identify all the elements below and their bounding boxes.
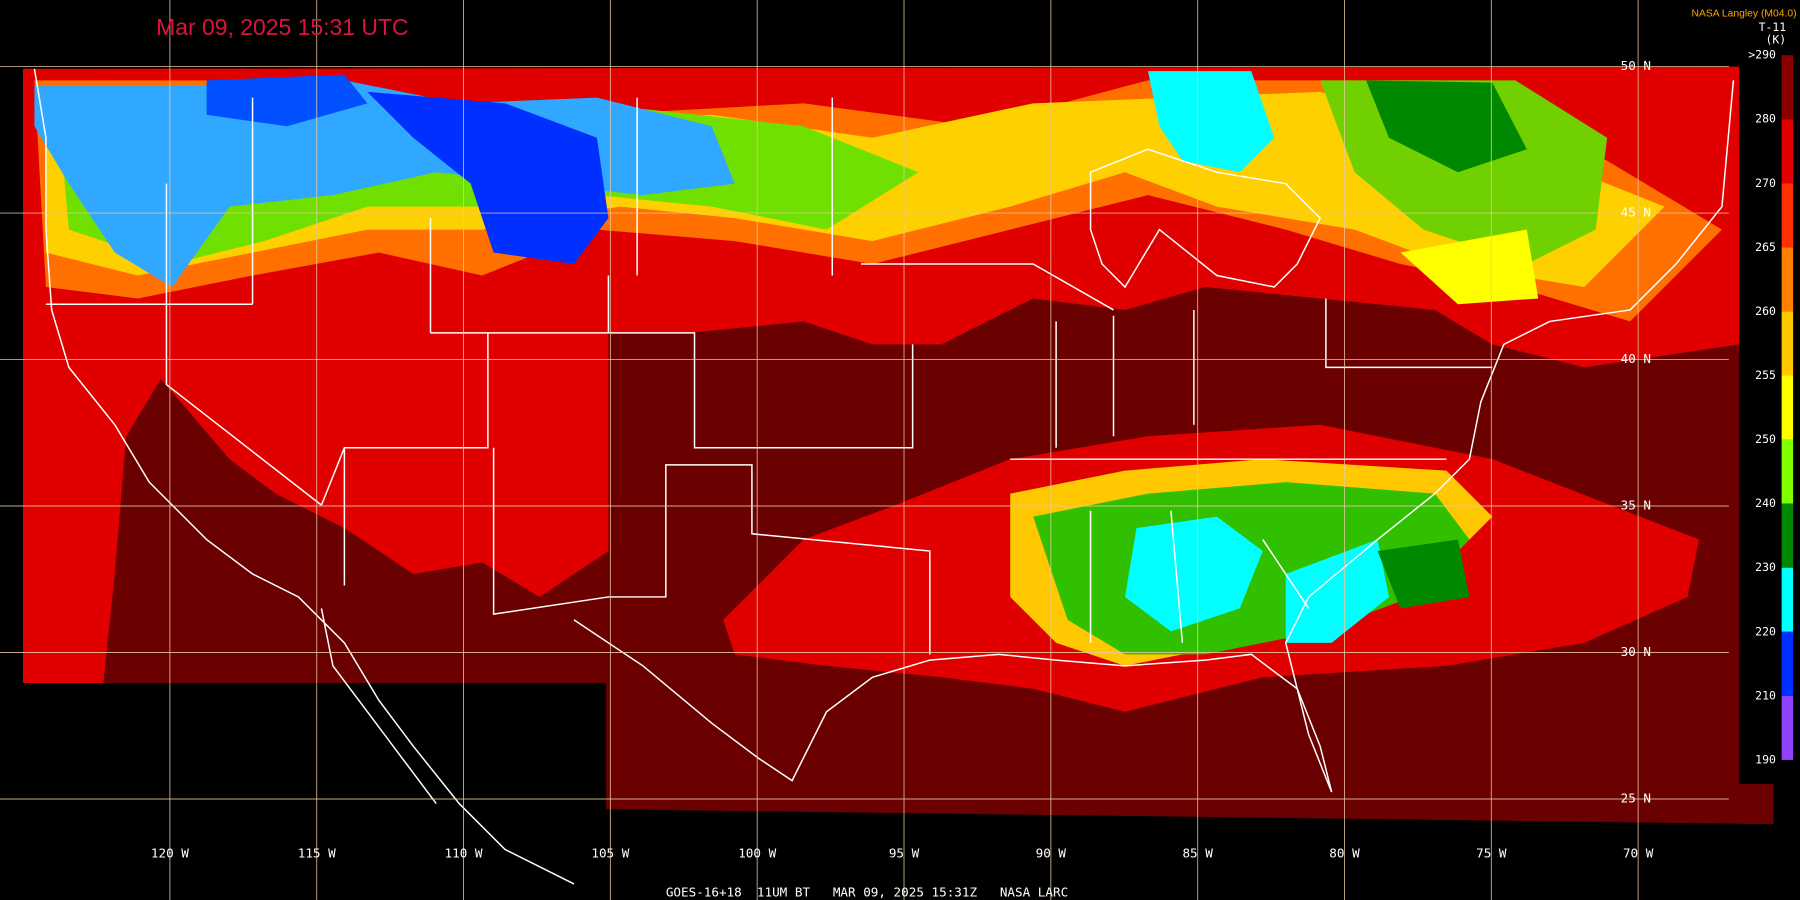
graticule (0, 0, 1729, 900)
baja-coast (320, 608, 437, 805)
product: T-11 (1759, 20, 1787, 34)
color-band (1781, 631, 1794, 696)
great-lakes (1089, 148, 1322, 289)
atlantic-gulf-coast (573, 80, 1735, 793)
colorbar-label: 260 (1755, 304, 1776, 318)
latitude-label: 30 N (1621, 644, 1651, 659)
coldest-cloud (367, 91, 609, 265)
longitude-label: 110 W (445, 846, 483, 861)
unit: (K) (1766, 33, 1787, 47)
boundaries (33, 68, 1735, 885)
longitude-label: 100 W (738, 846, 776, 861)
longitude-label: 95 W (889, 846, 920, 861)
color-band (1781, 119, 1794, 184)
colorbar-label: 210 (1755, 688, 1776, 702)
latitude-label: 40 N (1621, 351, 1651, 366)
color-band (1781, 503, 1794, 568)
color-band (1781, 375, 1794, 440)
longitude-label: 105 W (591, 846, 629, 861)
color-band (1781, 567, 1794, 632)
very-cold-cloud (1285, 539, 1390, 643)
coldest-cloud (206, 74, 368, 127)
longitude-label: 85 W (1182, 846, 1213, 861)
latitude-label: 50 N (1621, 58, 1651, 73)
color-band (1781, 247, 1794, 312)
colorbar-label: 265 (1755, 240, 1776, 254)
colorbar-label: 240 (1755, 496, 1776, 510)
longitude-label: 75 W (1476, 846, 1507, 861)
cool-cloud (1400, 229, 1539, 305)
color-band (1781, 183, 1794, 248)
colorbar-label: 230 (1755, 560, 1776, 574)
imagery (22, 66, 1774, 825)
longitude-label: 80 W (1329, 846, 1360, 861)
colorbar-label: 190 (1755, 752, 1776, 766)
colorbar-label: 255 (1755, 368, 1776, 382)
longitude-label: 70 W (1623, 846, 1654, 861)
cold-cloud (1366, 80, 1527, 173)
color-band (1781, 311, 1794, 376)
color-band (1781, 695, 1794, 760)
latitude-label: 45 N (1621, 205, 1651, 220)
timestamp: Mar 09, 2025 15:31 UTC (156, 14, 408, 40)
longitude-label: 90 W (1036, 846, 1067, 861)
longitude-label: 115 W (298, 846, 336, 861)
longitude-label: 120 W (151, 846, 189, 861)
colorbar: >290 280 270 265 260 255 250 240 230 220 210 190 (1748, 48, 1794, 766)
colorbar-label: 250 (1755, 432, 1776, 446)
colorbar-label: 220 (1755, 624, 1776, 638)
colorbar-label: 270 (1755, 176, 1776, 190)
colorbar-label: >290 (1748, 48, 1776, 62)
color-band (1781, 439, 1794, 504)
cold-cloud (1377, 539, 1470, 609)
latitude-label: 35 N (1621, 498, 1651, 513)
pacific-coast (33, 68, 575, 885)
state-lines (45, 97, 1493, 655)
very-cold-cloud (1125, 516, 1263, 632)
footer: GOES-16+18 11UM BT MAR 09, 2025 15:31Z N… (666, 885, 1068, 900)
graticule-labels: 120 W 115 W 110 W 105 W 100 W 95 W 90 W 85 W 80 … (151, 58, 1654, 861)
very-cold-cloud (1147, 71, 1275, 173)
latitude-label: 25 N (1621, 790, 1651, 805)
colorbar-label: 280 (1755, 112, 1776, 126)
credit: NASA Langley (M04.0) (1691, 9, 1796, 20)
color-band (1781, 55, 1794, 120)
